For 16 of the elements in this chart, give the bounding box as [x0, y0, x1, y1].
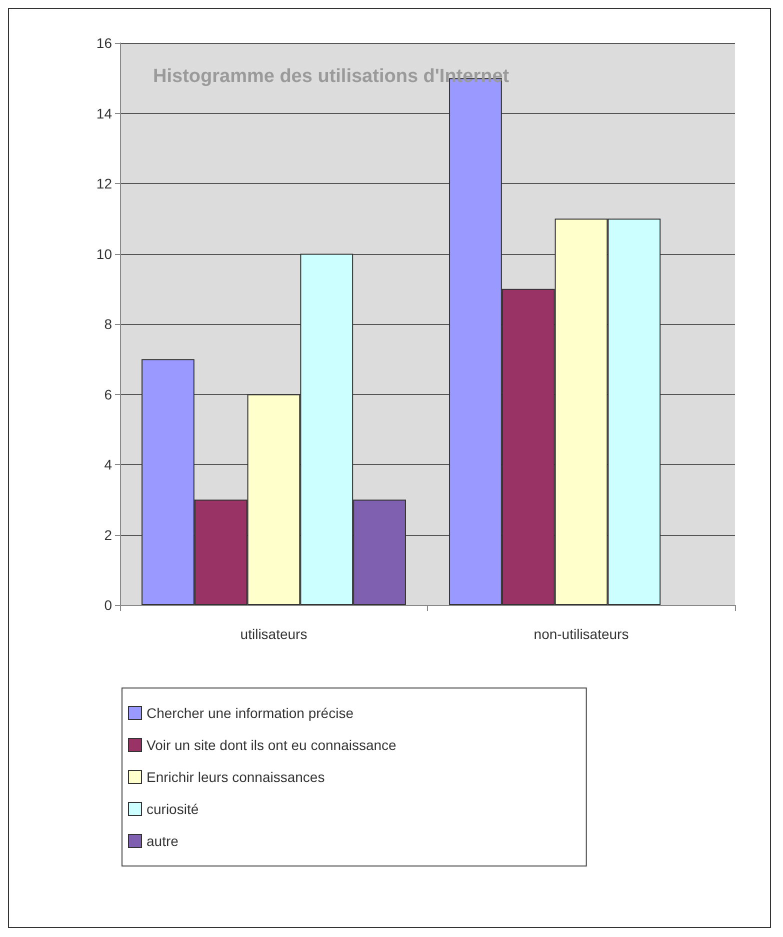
legend-label: Chercher une information précise [146, 705, 354, 721]
legend-label: Enrichir leurs connaissances [146, 769, 325, 785]
legend-label: curiosité [146, 801, 199, 817]
y-tick-label: 2 [104, 526, 112, 543]
y-tick-label: 4 [104, 456, 112, 472]
y-tick-label: 14 [96, 105, 112, 122]
x-tick-label: utilisateurs [240, 626, 308, 642]
legend-label: autre [146, 833, 179, 849]
y-tick-label: 10 [96, 246, 112, 262]
legend-label: Voir un site dont ils ont eu connaissance [146, 737, 397, 753]
y-tick-label: 6 [104, 386, 112, 402]
y-tick-label: 12 [96, 176, 112, 192]
x-tick-label: non-utilisateurs [534, 626, 629, 642]
y-tick-label: 0 [104, 597, 112, 613]
y-tick-label: 16 [96, 35, 112, 51]
y-tick-label: 8 [104, 316, 112, 332]
